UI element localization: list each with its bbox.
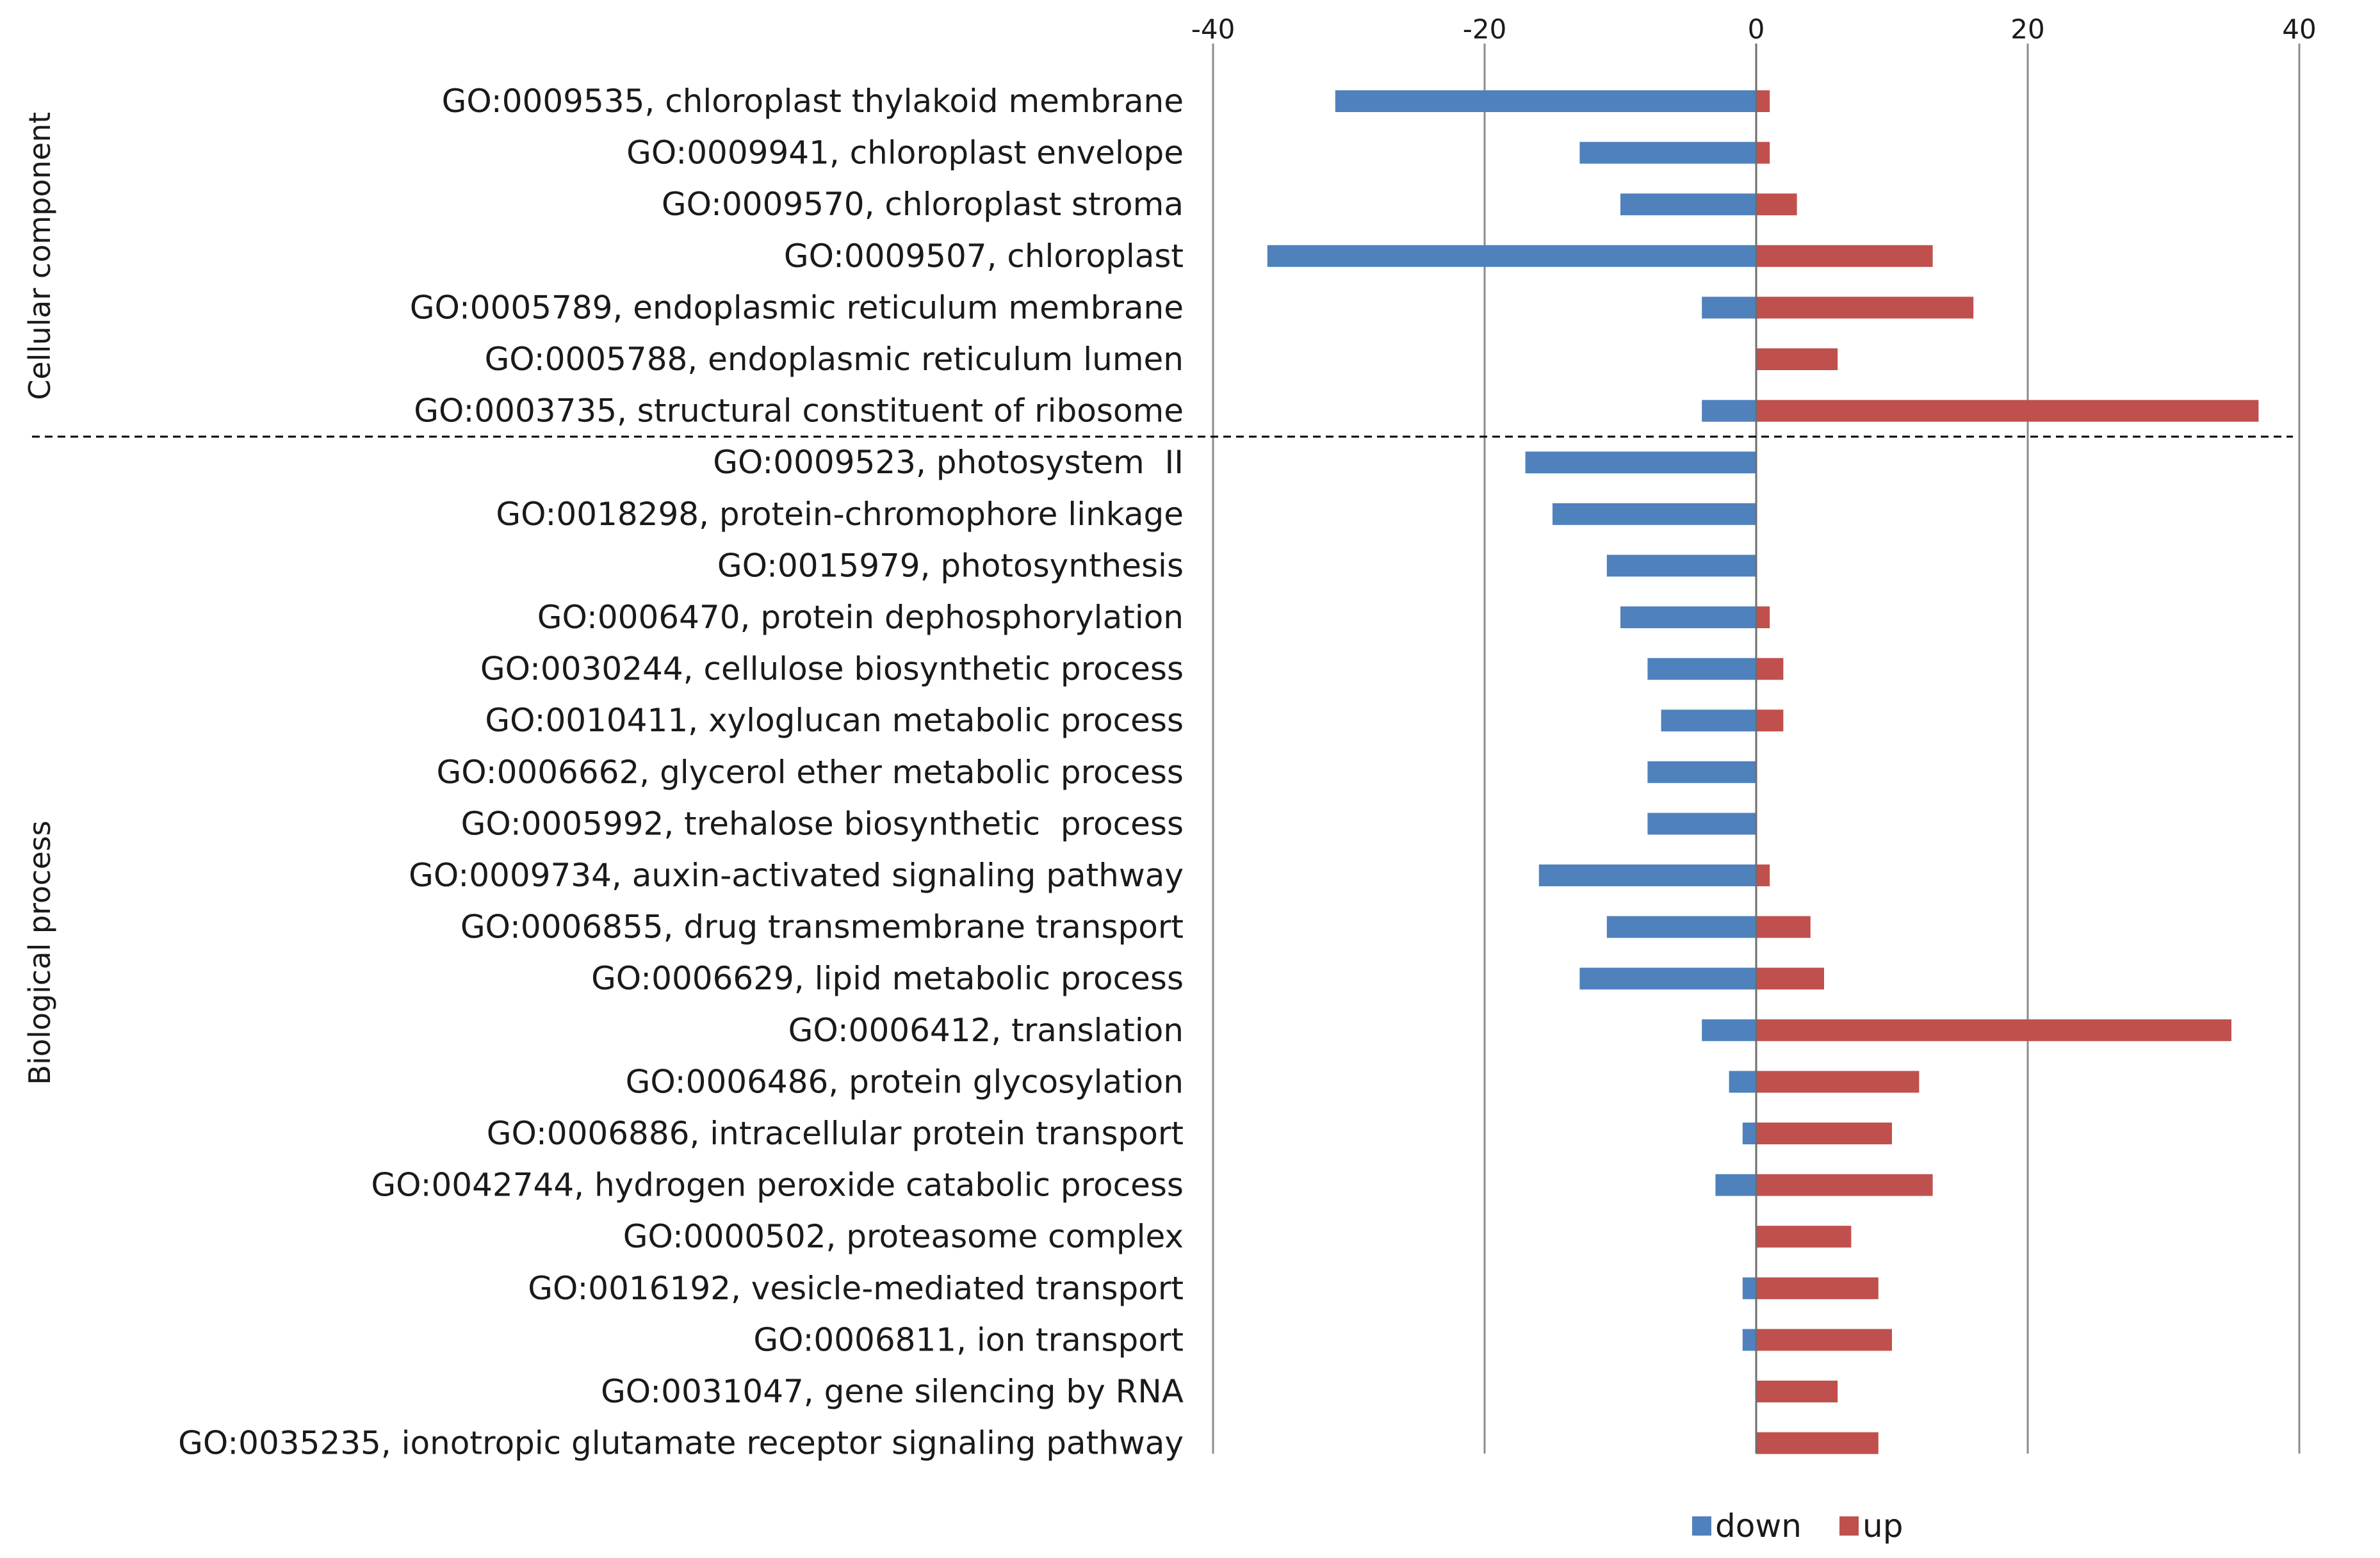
category-label: GO:0010411, xyloglucan metabolic process [485, 702, 1184, 739]
bar-up [1756, 968, 1824, 990]
category-label: GO:0009507, chloroplast [784, 238, 1184, 275]
bar-up [1756, 1277, 1879, 1299]
category-label: GO:0000502, proteasome complex [623, 1218, 1184, 1255]
group-labels: Cellular component Biological process [22, 112, 2293, 1085]
category-label: GO:0006855, drug transmembrane transport [461, 909, 1184, 946]
bar-up [1756, 1432, 1879, 1454]
x-tick-label: 20 [2010, 13, 2044, 45]
bar-up [1756, 1123, 1892, 1144]
x-tick-label: -20 [1463, 13, 1507, 45]
bar-up [1756, 864, 1770, 886]
bar-up [1756, 1174, 1933, 1196]
bar-down [1661, 710, 1756, 732]
bar-down [1606, 916, 1756, 938]
bar-up [1756, 348, 1838, 370]
bar-up [1756, 1381, 1838, 1402]
category-label: GO:0005788, endoplasmic reticulum lumen [485, 341, 1184, 378]
x-tick-label: -40 [1191, 13, 1235, 45]
legend-swatch-down [1692, 1516, 1711, 1536]
category-label: GO:0006662, glycerol ether metabolic pro… [437, 754, 1184, 791]
bar-up [1756, 400, 2259, 422]
bar-down [1620, 606, 1756, 628]
bar-up [1756, 710, 1784, 732]
category-label: GO:0006486, protein glycosylation [626, 1063, 1184, 1100]
x-tick-label: 0 [1748, 13, 1765, 45]
bar-up [1756, 658, 1784, 680]
legend-label-up: up [1862, 1507, 1903, 1545]
bar-down [1606, 555, 1756, 577]
bar-up [1756, 296, 1974, 319]
bar-down [1702, 296, 1756, 319]
group-label: Biological process [22, 820, 57, 1085]
bar-up [1756, 142, 1770, 164]
bar-up [1756, 916, 1811, 938]
category-label: GO:0009570, chloroplast stroma [662, 186, 1184, 223]
bar-down [1647, 813, 1756, 835]
category-label: GO:0006470, protein dephosphorylation [537, 599, 1184, 636]
bar-down [1579, 968, 1756, 990]
category-label: GO:0018298, protein-chromophore linkage [496, 496, 1184, 533]
bar-up [1756, 1226, 1852, 1248]
category-label: GO:0030244, cellulose biosynthetic proce… [480, 651, 1184, 688]
bar-down [1742, 1277, 1756, 1299]
bar-up [1756, 90, 1770, 112]
bar-down [1647, 761, 1756, 783]
category-label: GO:0031047, gene silencing by RNA [601, 1373, 1184, 1410]
bar-down [1742, 1123, 1756, 1144]
bar-down [1335, 90, 1756, 112]
category-label: GO:0006412, translation [788, 1012, 1184, 1049]
category-label: GO:0005992, trehalose biosynthetic proce… [461, 805, 1184, 842]
category-label: GO:0035235, ionotropic glutamate recepto… [178, 1425, 1184, 1462]
bar-up [1756, 606, 1770, 628]
bar-up [1756, 1071, 1919, 1093]
category-label: GO:0009523, photosystem II [713, 444, 1184, 481]
category-label: GO:0015979, photosynthesis [717, 547, 1184, 584]
bar-down [1647, 658, 1756, 680]
group-label: Cellular component [22, 112, 57, 400]
bar-down [1579, 142, 1756, 164]
category-label: GO:0009941, chloroplast envelope [626, 134, 1184, 172]
bar-up [1756, 245, 1933, 267]
bars [1267, 90, 2259, 1454]
bar-down [1702, 400, 1756, 422]
category-labels: GO:0009535, chloroplast thylakoid membra… [178, 83, 1184, 1462]
bar-down [1742, 1329, 1756, 1351]
category-label: GO:0005789, endoplasmic reticulum membra… [410, 289, 1184, 326]
category-label: GO:0003735, structural constituent of ri… [414, 393, 1184, 430]
x-tick-label: 40 [2282, 13, 2316, 45]
category-label: GO:0009535, chloroplast thylakoid membra… [442, 83, 1184, 120]
bar-down [1715, 1174, 1756, 1196]
bar-down [1553, 503, 1756, 525]
bar-up [1756, 1019, 2231, 1041]
bar-down [1267, 245, 1756, 267]
bar-down [1525, 451, 1756, 474]
category-label: GO:0006811, ion transport [753, 1321, 1184, 1358]
category-label: GO:0009734, auxin-activated signaling pa… [409, 857, 1184, 894]
category-label: GO:0006629, lipid metabolic process [591, 960, 1184, 997]
legend-swatch-up [1839, 1516, 1859, 1536]
category-label: GO:0042744, hydrogen peroxide catabolic … [371, 1167, 1184, 1204]
bar-down [1729, 1071, 1756, 1093]
legend-label-down: down [1715, 1507, 1802, 1545]
bar-down [1702, 1019, 1756, 1041]
category-label: GO:0006886, intracellular protein transp… [487, 1115, 1184, 1152]
bar-up [1756, 1329, 1892, 1351]
legend: down up [1692, 1507, 1903, 1545]
bar-up [1756, 193, 1797, 216]
bar-down [1538, 864, 1756, 886]
category-label: GO:0016192, vesicle-mediated transport [528, 1270, 1184, 1307]
bar-down [1620, 193, 1756, 216]
x-tick-labels: -40 -20 0 20 40 [1191, 13, 2317, 45]
